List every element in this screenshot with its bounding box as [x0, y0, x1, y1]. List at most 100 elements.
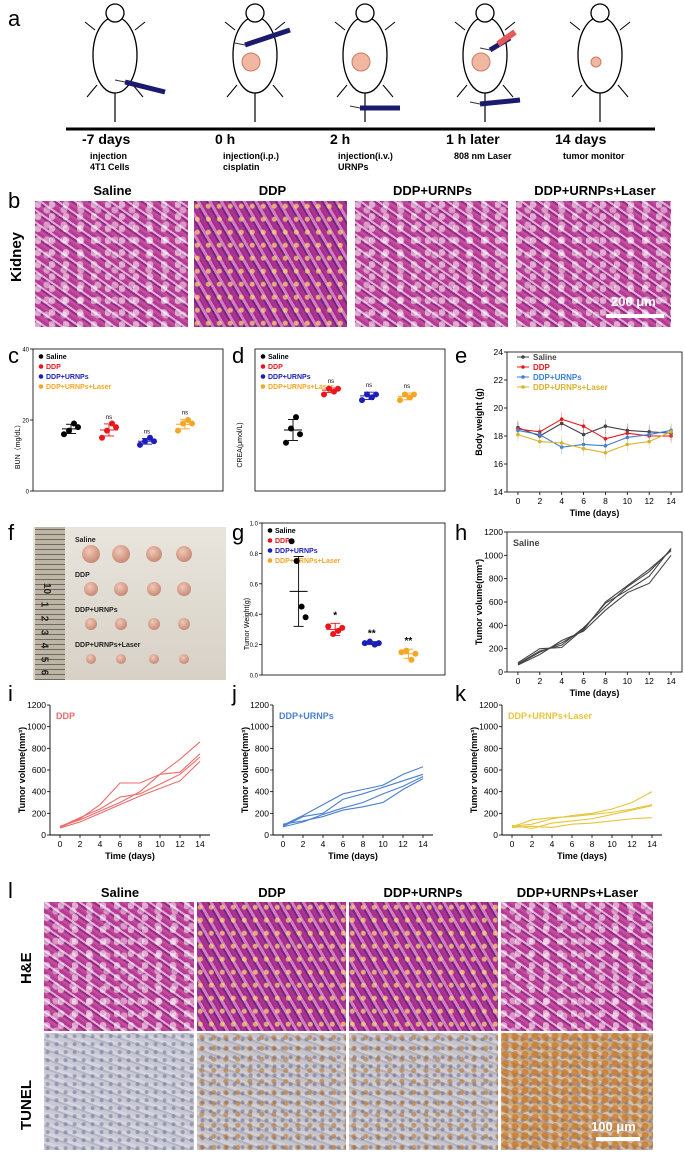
x-axis-label: Time (days) [570, 688, 620, 698]
tumor-marker [590, 56, 602, 68]
significance-label: ns [366, 383, 372, 389]
y-tick-label: 200 [255, 808, 269, 818]
data-point [603, 451, 608, 455]
data-point [297, 431, 303, 438]
y-tick-label: 0.4 [250, 613, 259, 619]
mouse-leg [334, 21, 346, 31]
tumor-photo: 10 1 2 3 4 5 6 Saline DDP DDP+URNPs DDP+URNPs+Las… [33, 527, 226, 680]
significance-label: ** [405, 636, 413, 647]
ruler-digit: 10 [41, 582, 53, 595]
timeline-graphic [66, 3, 655, 131]
data-point [398, 649, 405, 656]
y-tick-label: 200 [489, 644, 503, 654]
l-header-saline: Saline [100, 885, 140, 900]
data-point [669, 430, 673, 434]
tumor-marker [351, 52, 371, 72]
panel-label-k: k [455, 681, 466, 706]
chart-g: 0.0 0.2 0.4 0.6 0.8 1.0 Tumor Weight(g) Saline D… [244, 522, 446, 680]
data-point [298, 603, 305, 610]
data-point [142, 438, 148, 445]
tumor [148, 618, 160, 630]
legend-marker [38, 364, 44, 369]
x-tick-label: 8 [361, 839, 366, 849]
x-tick-label: 8 [138, 839, 143, 849]
data-point [325, 623, 332, 630]
mouse-2 [334, 3, 396, 122]
y-tick-label: 0 [41, 830, 46, 840]
y-tick-label: 1000 [484, 550, 503, 560]
chart-i: 0 200 400 600 800 1000 1200 0 2 4 6 8 10 12 14 Time (da… [17, 700, 210, 861]
data-point [75, 424, 81, 431]
mouse-leg [272, 84, 284, 98]
timeline-step-sub1: 808 nm Laser [454, 151, 512, 161]
series-line [517, 429, 672, 448]
data-point [581, 432, 586, 437]
header-ddp-urnps: DDP+URNPs [392, 183, 473, 198]
timeline-step-sub1: tumor monitor [563, 151, 625, 161]
x-tick-label: 6 [581, 676, 586, 686]
syringe-needle [469, 101, 481, 105]
mouse-leg [382, 84, 394, 98]
kidney-image-saline [35, 201, 188, 327]
x-tick-label: 6 [118, 839, 123, 849]
x-tick-label: 4 [559, 676, 564, 686]
syringe-4 [479, 97, 521, 107]
x-tick-label: 12 [175, 839, 185, 849]
x-tick-label: 10 [378, 839, 388, 849]
kidney-image-ddp [194, 201, 347, 327]
timeline-step-title: -7 days [82, 131, 131, 147]
tumor [176, 546, 192, 562]
y-axis-label: BUN（mg/dL） [14, 421, 22, 469]
data-point [603, 437, 608, 441]
y-tick-label: 0.8 [250, 552, 259, 558]
data-point [412, 650, 419, 657]
data-point [366, 638, 373, 645]
y-tick-label: 20 [494, 403, 504, 413]
data-point [603, 444, 608, 448]
data-point [293, 558, 300, 564]
timeline-step-title: 2 h [330, 131, 351, 147]
data-point [61, 431, 67, 438]
series-line [59, 756, 201, 828]
x-tick-label: 6 [341, 839, 346, 849]
legend-label: Saline [533, 353, 557, 362]
timeline-step-sub1: injection(i.v.) [338, 151, 393, 161]
legend-label: DDP [533, 363, 551, 372]
y-tick-label: 22 [494, 375, 504, 385]
significance-label: ns [144, 429, 150, 435]
mouse-leg [454, 21, 466, 31]
mouse-leg [84, 21, 96, 31]
data-point [625, 442, 630, 447]
y-tick-label: 1.0 [250, 522, 259, 528]
kidney-label: Kidney [8, 231, 25, 282]
mouse-head [590, 3, 610, 23]
series-group-label: DDP [56, 711, 75, 721]
x-tick-label: 12 [644, 496, 654, 506]
y-tick-label: 1000 [27, 722, 46, 732]
tunel-row-label: TUNEL [18, 1080, 35, 1130]
syringe-needle [234, 42, 246, 46]
mouse-leg [134, 21, 146, 31]
plot-frame [261, 522, 446, 676]
mouse-leg [571, 84, 583, 98]
data-point [137, 441, 143, 448]
y-tick-label: 0 [493, 830, 498, 840]
mouse-leg [456, 84, 468, 98]
panel-label-j: j [232, 681, 237, 706]
x-tick-label: 4 [550, 839, 555, 849]
x-tick-label: 10 [623, 676, 633, 686]
series-line [511, 791, 653, 827]
ruler-digit: 2 [38, 615, 50, 622]
significance-label: ** [368, 629, 376, 640]
header-saline: Saline [93, 183, 132, 198]
panel-label-g: g [232, 520, 245, 545]
x-tick-label: 12 [644, 676, 654, 686]
mouse-leg [619, 21, 631, 31]
tumor [86, 654, 96, 664]
legend-label: DDP+URNPs [533, 373, 582, 382]
x-tick-label: 2 [537, 676, 542, 686]
x-tick-label: 14 [666, 676, 676, 686]
y-tick-label: 0 [26, 490, 30, 496]
legend-marker [267, 538, 273, 543]
timeline-step-sub1: injection(i.p.) [223, 151, 279, 161]
